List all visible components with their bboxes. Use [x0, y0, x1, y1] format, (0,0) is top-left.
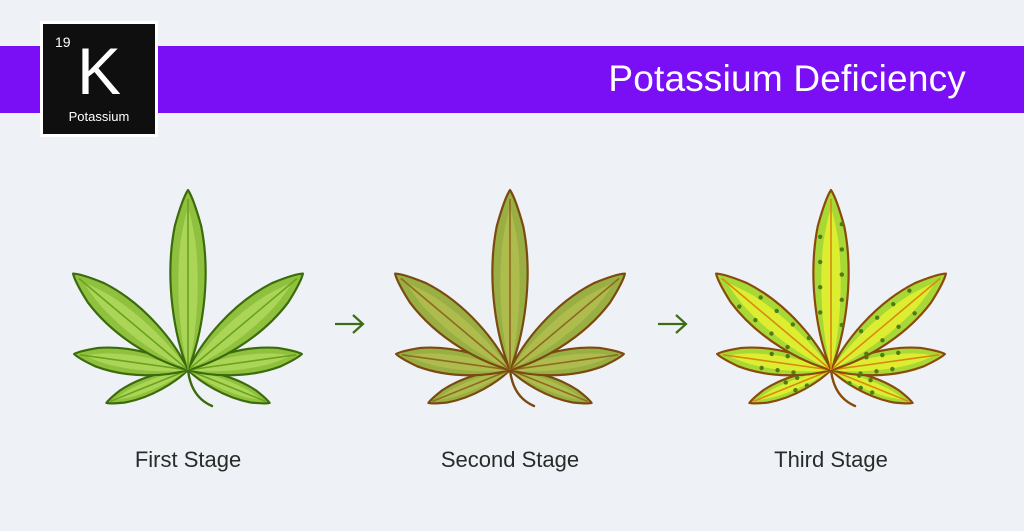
leaflet — [491, 188, 529, 372]
stage-third: Third Stage — [696, 175, 966, 475]
leaflet — [71, 272, 190, 372]
leaflet — [812, 188, 850, 372]
periodic-element-tile: 19 K Potassium — [40, 21, 158, 137]
leaf-icon-stage-3 — [714, 188, 948, 408]
leaflet — [105, 368, 190, 405]
stage-label-second: Second Stage — [440, 447, 580, 472]
leaflet — [714, 272, 833, 372]
leaflet — [395, 346, 512, 377]
leaflet — [508, 368, 593, 405]
leaflet — [508, 346, 625, 377]
leaflet — [73, 346, 190, 377]
leaflet — [748, 368, 833, 405]
leaflet — [186, 368, 271, 405]
leaflet — [716, 346, 833, 377]
leaflet — [186, 346, 303, 377]
leaf-icon-stage-1 — [71, 188, 305, 408]
atomic-number: 19 — [55, 34, 71, 50]
leaflet — [829, 272, 948, 372]
leaflet — [829, 346, 946, 377]
page-title: Potassium Deficiency — [608, 58, 966, 99]
element-name: Potassium — [68, 109, 130, 124]
right-arrow-icon — [658, 314, 688, 334]
leaflet — [508, 272, 627, 372]
right-arrow-icon — [335, 314, 365, 334]
stage-second: Second Stage — [375, 175, 645, 475]
leaflet — [829, 368, 914, 405]
leaflet — [186, 272, 305, 372]
leaflet — [393, 272, 512, 372]
title-banner: Potassium Deficiency — [0, 46, 1024, 113]
stage-label-first: First Stage — [134, 447, 242, 472]
stage-label-third: Third Stage — [774, 447, 888, 472]
leaflet — [169, 188, 207, 372]
stage-first: First Stage — [53, 175, 323, 475]
leaflet — [427, 368, 512, 405]
leaf-icon-stage-2 — [393, 188, 627, 408]
element-symbol: K — [76, 34, 122, 108]
